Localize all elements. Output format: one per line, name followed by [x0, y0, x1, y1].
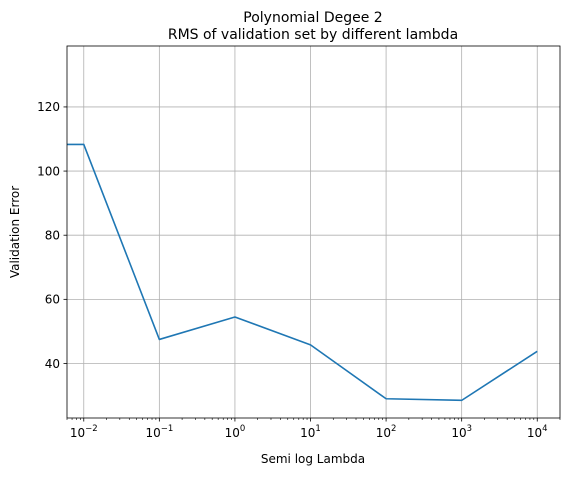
x-axis-label: Semi log Lambda	[261, 452, 365, 466]
axes	[67, 46, 560, 418]
ticks: 10−2 10−1 100 101 102 103 104 40 60 80 100 120	[37, 100, 560, 440]
y-tick-label: 100	[37, 164, 60, 178]
x-tick-label: 10−2	[70, 424, 98, 440]
x-tick-label: 103	[451, 424, 472, 440]
chart-title: Polynomial Degee 2	[243, 10, 382, 26]
x-tick-label: 101	[300, 424, 321, 440]
y-tick-label: 40	[45, 357, 60, 371]
series-line	[67, 144, 537, 400]
x-tick-label: 100	[225, 424, 246, 440]
x-tick-label: 104	[527, 424, 548, 440]
y-tick-label: 60	[45, 293, 60, 307]
x-tick-label: 10−1	[145, 424, 173, 440]
series-layer	[67, 144, 537, 400]
plot-frame	[67, 46, 560, 418]
y-tick-label: 80	[45, 229, 60, 243]
x-tick-label: 102	[376, 424, 397, 440]
y-axis-label: Validation Error	[8, 186, 22, 278]
grid	[67, 46, 560, 418]
y-tick-label: 120	[37, 100, 60, 114]
chart-subtitle: RMS of validation set by different lambd…	[168, 27, 458, 43]
